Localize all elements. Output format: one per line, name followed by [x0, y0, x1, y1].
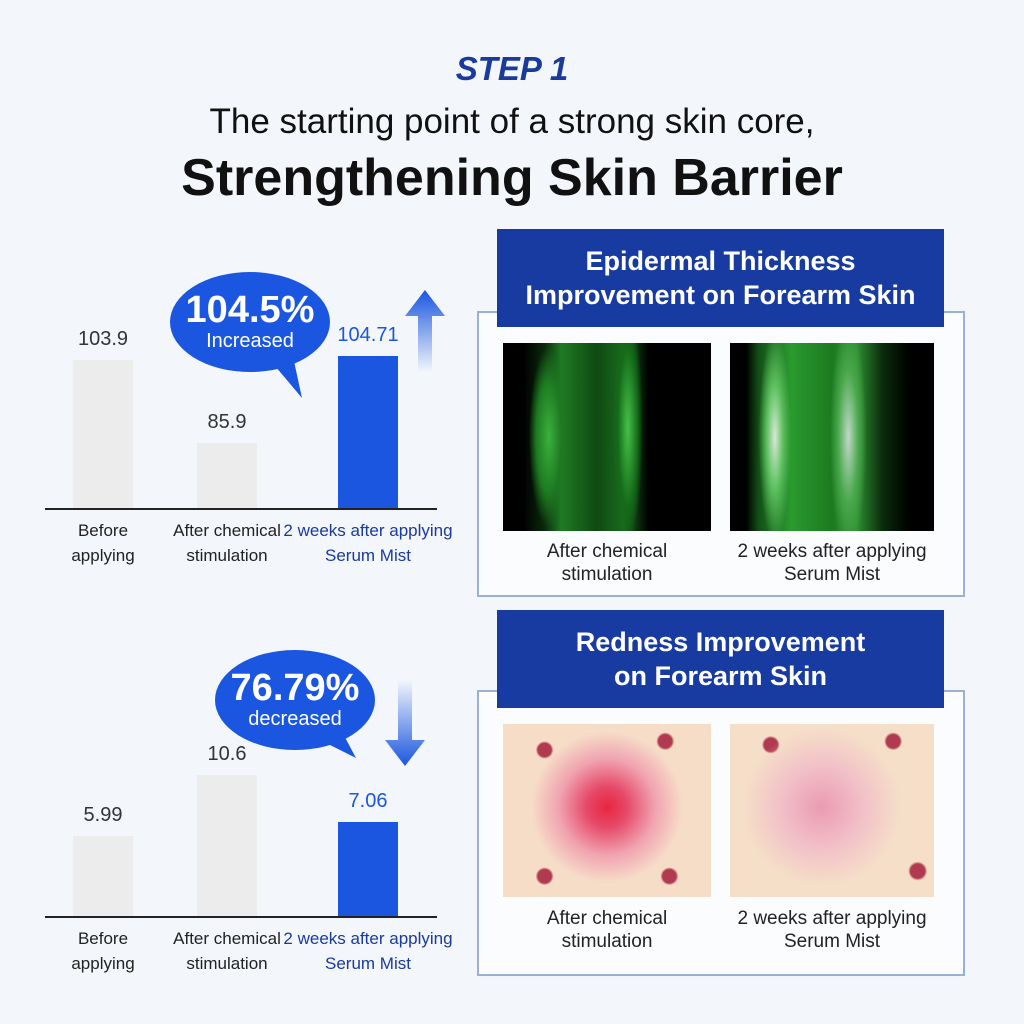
value-label: 103.9: [77, 327, 129, 350]
panel-title: Epidermal Thickness Improvement on Forea…: [497, 229, 944, 327]
category-label: 2 weeks after applying Serum Mist: [283, 929, 453, 973]
axis-line: [45, 916, 437, 918]
callout-value: 76.79%: [230, 667, 360, 709]
axis-line: [45, 508, 437, 510]
category-label: 2 weeks after applying Serum Mist: [283, 521, 453, 565]
value-label: 104.71: [337, 323, 399, 346]
bar: [338, 355, 398, 508]
bar: [197, 774, 257, 916]
image-caption: 2 weeks after applying Serum Mist: [737, 541, 927, 585]
image-caption: 2 weeks after applying Serum Mist: [737, 908, 927, 952]
subtitle: The starting point of a strong skin core…: [209, 102, 815, 141]
step-label: STEP 1: [455, 50, 569, 87]
category-label: Before applying: [71, 929, 135, 973]
callout-note: Increased: [206, 330, 294, 352]
trend-arrow: [385, 680, 425, 766]
value-label: 10.6: [207, 742, 247, 765]
bar: [197, 443, 257, 508]
value-label: 7.06: [348, 789, 388, 812]
skin-image: [730, 343, 934, 531]
title: Strengthening Skin Barrier: [181, 149, 843, 207]
value-label: 5.99: [83, 804, 123, 827]
callout-bubble: 76.79% decreased: [215, 650, 375, 750]
skin-image: [503, 343, 711, 531]
image-caption: After chemical stimulation: [546, 908, 668, 952]
callout-note: decreased: [248, 708, 342, 730]
image-caption: After chemical stimulation: [546, 541, 668, 585]
category-label: Before applying: [71, 521, 135, 565]
skin-image: [730, 724, 934, 897]
category-label: After chemical stimulation: [173, 521, 281, 565]
callout-value: 104.5%: [185, 289, 315, 331]
skin-image: [503, 724, 711, 897]
value-label: 85.9: [207, 411, 247, 434]
bar: [73, 836, 133, 916]
bar: [338, 821, 398, 916]
callout-bubble: 104.5% Increased: [170, 272, 330, 372]
panel-title: Redness Improvement on Forearm Skin: [497, 610, 944, 708]
bar: [73, 359, 133, 508]
category-label: After chemical stimulation: [173, 929, 281, 973]
